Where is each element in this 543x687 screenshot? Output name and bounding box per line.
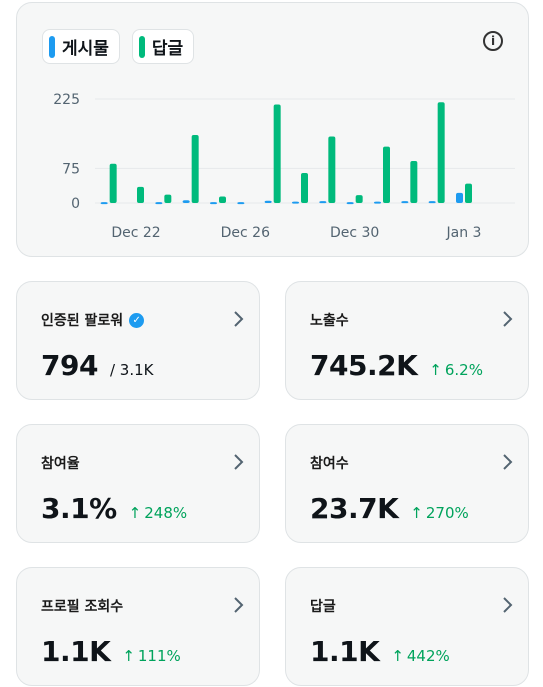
chevron-right-icon xyxy=(503,597,513,613)
stat-value: 1.1K xyxy=(310,635,380,668)
y-tick-label: 0 xyxy=(71,196,80,212)
bar-posts[interactable] xyxy=(210,202,217,205)
chevron-right-icon xyxy=(503,311,513,327)
stat-sub: / 3.1K xyxy=(109,361,154,379)
bar-chart: 0 75 225 Dec 22 Dec 26 Dec 30 Jan 3 xyxy=(53,92,515,241)
bar-posts[interactable] xyxy=(456,192,463,203)
x-tick-label: Dec 30 xyxy=(330,225,379,241)
chevron-right-icon xyxy=(234,597,244,613)
chevron-right-icon xyxy=(503,454,513,470)
bar-posts[interactable] xyxy=(428,201,436,204)
bar-posts[interactable] xyxy=(155,202,163,205)
arrow-up-icon: ↑ xyxy=(128,504,142,522)
chevron-right-icon xyxy=(234,311,244,327)
legend-posts-label: 게시물 xyxy=(62,39,109,59)
bar-posts[interactable] xyxy=(237,202,245,205)
x-tick-label: Dec 22 xyxy=(111,225,160,241)
bar-replies[interactable] xyxy=(164,194,172,203)
stat-value: 745.2K xyxy=(310,349,418,382)
bar-posts[interactable] xyxy=(292,201,299,204)
bar-posts[interactable] xyxy=(182,200,190,203)
stat-title: 답글 xyxy=(310,599,336,615)
bar-replies[interactable] xyxy=(191,135,199,203)
stat-value: 1.1K xyxy=(41,635,111,668)
stat-value: 23.7K xyxy=(310,492,399,525)
stat-title: 프로필 조회수 xyxy=(41,599,124,615)
stat-card-verified-followers[interactable]: 인증된 팔로워 ✓ 794 / 3.1K xyxy=(16,281,260,400)
bar-replies[interactable] xyxy=(383,146,390,203)
stat-card-engagements[interactable]: 참여수 23.7K ↑ 270% xyxy=(285,424,529,543)
stat-card-profile-visits[interactable]: 프로필 조회수 1.1K ↑ 111% xyxy=(16,567,260,686)
bar-replies[interactable] xyxy=(137,186,144,203)
legend-replies[interactable]: 답글 xyxy=(131,29,195,64)
stat-change: ↑ 270% xyxy=(410,504,469,522)
stat-title: 참여수 xyxy=(310,456,349,472)
chart-card: 게시물 답글 i 0 75 225 Dec 22 Dec 26 Dec 30 Jan 3 xyxy=(16,2,529,257)
arrow-up-icon: ↑ xyxy=(410,504,423,522)
stat-change: ↑ 111% xyxy=(122,647,181,665)
stat-value: 794 xyxy=(41,349,98,382)
bar-replies[interactable] xyxy=(410,160,418,203)
arrow-up-icon: ↑ xyxy=(429,361,442,379)
y-tick-label: 75 xyxy=(62,161,80,177)
x-tick-label: Dec 26 xyxy=(221,225,270,241)
info-icon[interactable]: i xyxy=(483,31,503,51)
bar-replies[interactable] xyxy=(301,172,308,203)
stat-change: ↑ 248% xyxy=(128,504,188,522)
bar-replies[interactable] xyxy=(465,183,472,203)
stat-card-impressions[interactable]: 노출수 745.2K ↑ 6.2% xyxy=(285,281,529,400)
bar-replies[interactable] xyxy=(437,102,445,203)
bar-replies[interactable] xyxy=(109,163,117,203)
legend-posts-swatch xyxy=(49,35,55,58)
stat-title: 노출수 xyxy=(310,313,349,329)
bar-posts[interactable] xyxy=(401,201,409,204)
verified-badge-icon: ✓ xyxy=(129,312,145,328)
stat-title: 인증된 팔로워 xyxy=(41,313,124,329)
bar-replies[interactable] xyxy=(355,195,363,203)
stat-card-replies[interactable]: 답글 1.1K ↑ 442% xyxy=(285,567,529,686)
legend-posts[interactable]: 게시물 xyxy=(42,29,120,64)
bar-posts[interactable] xyxy=(100,202,108,205)
bar-replies[interactable] xyxy=(273,104,281,203)
stat-title: 참여율 xyxy=(41,456,80,472)
stat-change: ↑ 6.2% xyxy=(429,361,483,379)
stat-value: 3.1% xyxy=(41,492,117,525)
bar-posts[interactable] xyxy=(264,200,272,203)
arrow-up-icon: ↑ xyxy=(122,647,135,665)
bar-posts[interactable] xyxy=(374,201,381,204)
arrow-up-icon: ↑ xyxy=(391,647,404,665)
legend-replies-swatch xyxy=(138,35,145,58)
y-tick-label: 225 xyxy=(53,92,80,108)
stat-change: ↑ 442% xyxy=(391,647,450,665)
stat-card-engagement-rate[interactable]: 참여율 3.1% ↑ 248% xyxy=(16,424,260,543)
bar-replies[interactable] xyxy=(328,136,336,203)
x-tick-label: Jan 3 xyxy=(446,225,482,241)
chart-legend: 게시물 답글 xyxy=(42,29,195,64)
bar-posts[interactable] xyxy=(346,202,354,205)
legend-replies-label: 답글 xyxy=(151,39,184,59)
bar-posts[interactable] xyxy=(319,201,327,204)
bar-replies[interactable] xyxy=(219,196,226,203)
chevron-right-icon xyxy=(234,454,244,470)
